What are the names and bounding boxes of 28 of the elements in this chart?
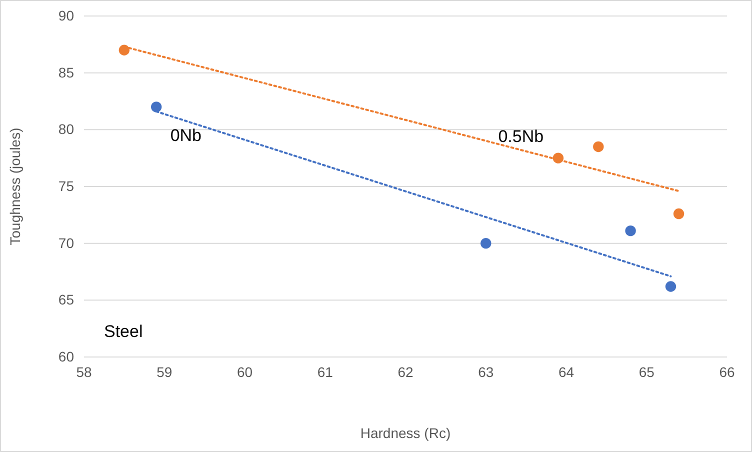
point	[118, 44, 130, 56]
x-tick-label: 62	[398, 364, 414, 380]
y-tick-label: 60	[58, 348, 74, 364]
y-axis-title: Toughness (joules)	[7, 128, 23, 246]
point	[665, 281, 676, 292]
y-tick-label: 75	[58, 178, 74, 194]
point	[673, 208, 684, 220]
x-tick-label: 64	[558, 364, 574, 380]
y-tick-label: 65	[58, 292, 74, 308]
x-tick-label: 66	[719, 364, 735, 380]
x-tick-label: 59	[156, 364, 172, 380]
series-label: 0Nb	[170, 126, 202, 145]
y-tick-label: 80	[58, 121, 74, 138]
y-tick-label: 90	[58, 7, 74, 24]
point	[625, 225, 636, 236]
x-tick-label: 63	[478, 364, 494, 380]
x-tick-label: 58	[76, 364, 92, 380]
point	[480, 238, 492, 249]
point	[150, 102, 162, 112]
series-label: 0.5Nb	[498, 127, 544, 146]
y-tick-label: 85	[58, 64, 74, 80]
y-tick-label: 70	[58, 234, 74, 251]
point	[593, 141, 604, 152]
x-tick-label: 65	[638, 364, 655, 380]
x-axis-title: Hardness (Rc)	[360, 425, 451, 441]
x-tick-label: 60	[236, 364, 253, 380]
annotation: Steel	[104, 322, 143, 341]
x-tick-label: 61	[317, 364, 334, 380]
